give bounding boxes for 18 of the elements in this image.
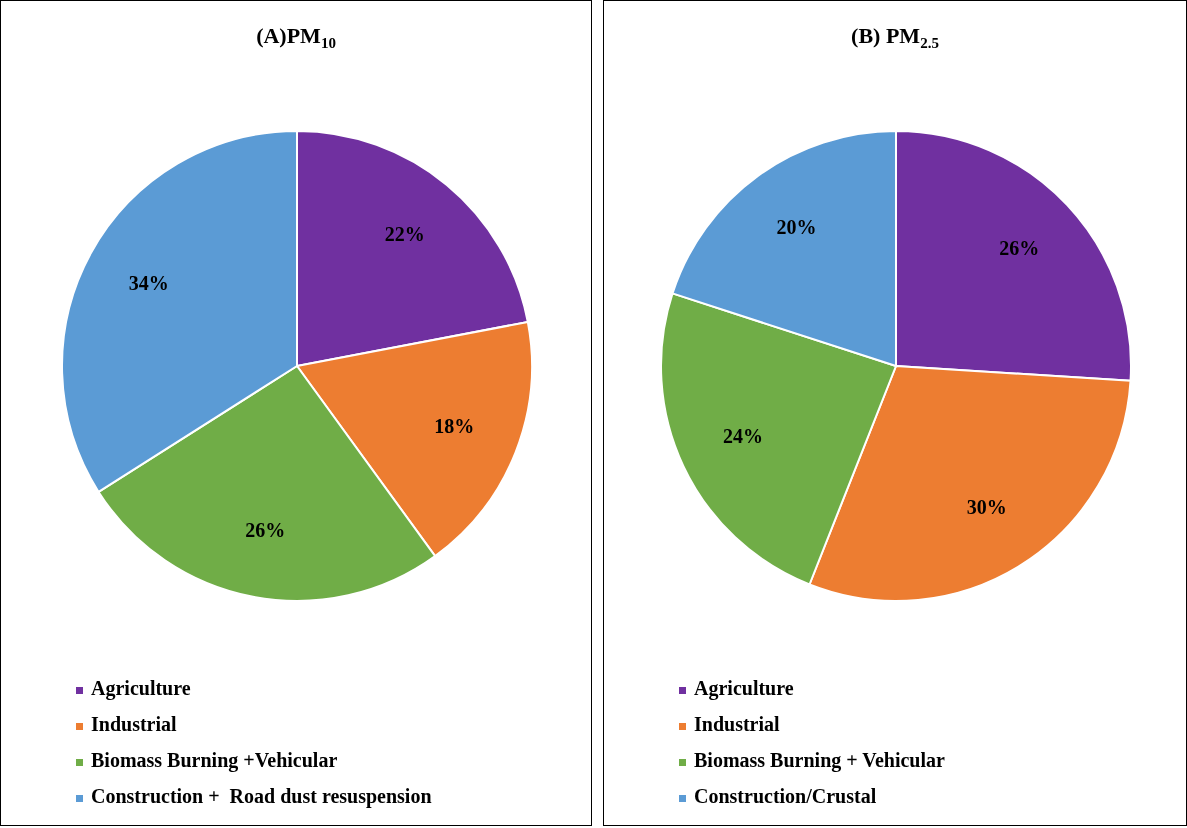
legend-label: Industrial	[693, 712, 781, 737]
legend-label: Agriculture	[90, 676, 192, 702]
chart-title: (B) PM$_{2.5}$	[850, 23, 940, 53]
data-label: 24%	[722, 425, 763, 448]
chart-title: (A)PM$_{10}$	[255, 23, 337, 53]
data-label: 30%	[966, 496, 1007, 519]
legend-label: Construction/Crustal	[693, 784, 878, 809]
legend-label: Biomass Burning +Vehicular	[90, 748, 339, 774]
legend-label: Agriculture	[693, 676, 795, 702]
legend-label: Industrial	[90, 712, 178, 737]
legend-label: Biomass Burning + Vehicular	[693, 748, 945, 774]
data-label: 26%	[245, 519, 286, 542]
data-label: 22%	[384, 222, 425, 245]
data-label: 18%	[434, 415, 475, 438]
data-label: 20%	[776, 216, 817, 239]
legend-label: Construction + Road dust resuspension	[90, 784, 432, 810]
data-label: 34%	[128, 271, 169, 294]
data-label: 26%	[999, 237, 1040, 260]
